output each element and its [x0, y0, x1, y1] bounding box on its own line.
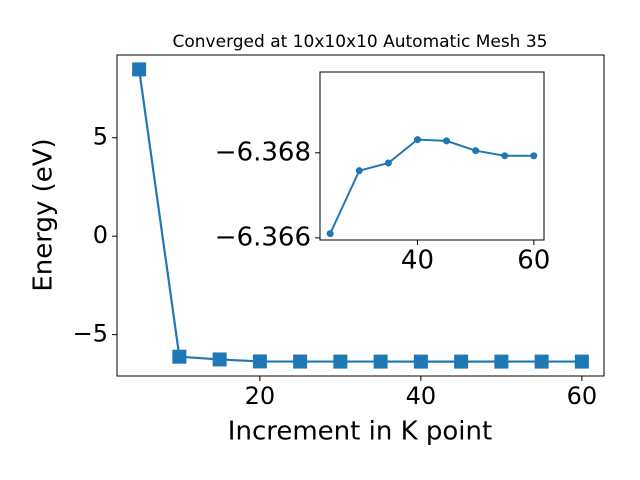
marker: [373, 354, 388, 369]
marker: [293, 354, 308, 369]
marker: [472, 147, 480, 155]
marker: [252, 354, 267, 369]
marker: [326, 230, 334, 238]
y-tick-label: 0: [93, 221, 108, 249]
marker: [132, 62, 147, 77]
marker: [172, 349, 187, 364]
marker: [534, 354, 549, 369]
x-tick-label: 60: [517, 246, 550, 276]
series-line: [329, 138, 534, 235]
y-tick-label: −6.368: [215, 137, 311, 167]
x-tick-label: 40: [406, 382, 437, 410]
marker: [443, 137, 451, 145]
x-tick-label: 20: [245, 382, 276, 410]
y-tick-label: 5: [93, 123, 108, 151]
x-tick-label: 60: [567, 382, 598, 410]
marker: [494, 354, 509, 369]
marker: [413, 354, 428, 369]
marker: [530, 152, 538, 160]
marker: [355, 167, 363, 175]
y-tick-label: −5: [73, 320, 108, 348]
marker: [454, 354, 469, 369]
chart-title: Converged at 10x10x10 Automatic Mesh 35: [173, 32, 548, 52]
marker: [333, 354, 348, 369]
marker: [574, 354, 589, 369]
x-tick-label: 40: [401, 246, 434, 276]
marker: [212, 352, 227, 367]
y-axis-label: Energy (eV): [29, 138, 59, 291]
y-tick-label: −6.366: [215, 222, 311, 252]
marker: [501, 152, 509, 160]
x-axis-label: Increment in K point: [228, 417, 492, 447]
marker: [413, 136, 421, 144]
marker: [384, 159, 392, 167]
